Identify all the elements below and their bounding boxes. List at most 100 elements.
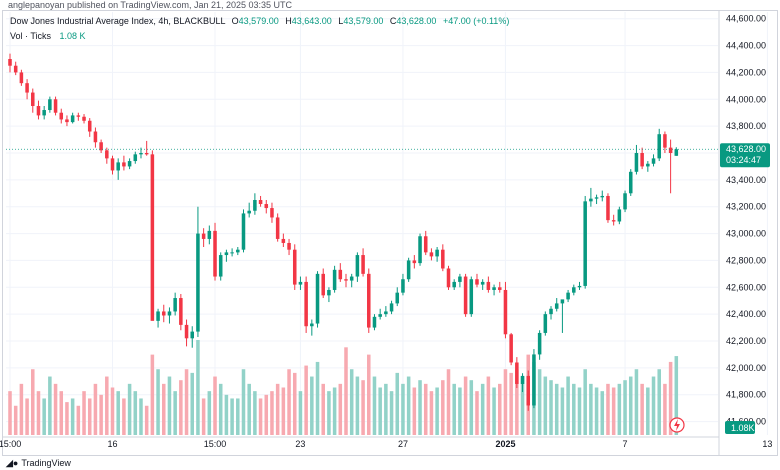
candle-body <box>560 299 565 304</box>
volume-bar <box>224 394 229 435</box>
volume-bar <box>48 376 52 435</box>
candle-body <box>99 142 103 151</box>
legend-o-label: O <box>231 16 239 26</box>
volume-bar <box>651 376 656 435</box>
price-axis[interactable]: 41,600.0041,800.0042,000.0042,200.0042,4… <box>718 10 766 456</box>
volume-bar <box>150 354 155 435</box>
candle-body <box>150 154 155 321</box>
candle-body <box>378 314 382 317</box>
volume-bar <box>76 405 81 435</box>
volume-bar <box>327 391 331 435</box>
volume-tag: 1.08K <box>725 421 755 434</box>
candle-body <box>446 268 451 288</box>
candle-body <box>589 198 593 202</box>
candle-body <box>674 149 679 156</box>
candle-body <box>543 314 548 333</box>
volume-bar <box>355 376 360 435</box>
tradingview-logo-icon[interactable]: ◢● <box>6 458 19 468</box>
candle-body <box>31 92 35 106</box>
volume-bar <box>253 391 257 435</box>
volume-bar <box>372 376 377 435</box>
price-tick-label: 43,000.00 <box>726 229 766 239</box>
candle-body <box>292 249 297 285</box>
volume-bar <box>389 391 394 435</box>
candle-body <box>144 153 149 155</box>
volume-bar <box>127 383 132 435</box>
volume-bar <box>520 376 525 435</box>
price-tick-label: 44,200.00 <box>726 67 766 77</box>
legend-l-value: 43,579.00 <box>343 16 384 26</box>
candle-body <box>623 193 627 210</box>
volume-tag-box <box>725 421 755 434</box>
volume-bar <box>42 398 46 435</box>
volume-bar <box>99 394 103 435</box>
volume-tag-value: 1.08K <box>731 423 755 433</box>
legend-volume-value: 1.08 K <box>59 31 86 41</box>
candle-body <box>515 362 519 384</box>
price-tick-label: 41,800.00 <box>726 390 766 400</box>
candle-body <box>361 255 365 274</box>
volume-bar <box>452 383 456 435</box>
volume-bar <box>640 383 644 435</box>
candle-body <box>469 279 474 315</box>
candle-body <box>526 375 531 406</box>
volume-bar <box>475 391 479 435</box>
candle-body <box>344 279 348 281</box>
candle-body <box>287 242 291 250</box>
candle-body <box>218 255 223 277</box>
candle-body <box>549 308 553 315</box>
volume-bar <box>213 376 217 435</box>
candle-body <box>657 134 661 159</box>
time-tick-label: 15:00 <box>0 439 21 449</box>
candle-body <box>646 163 650 167</box>
candle-body <box>435 249 439 257</box>
candle-body <box>617 209 622 222</box>
candle-body <box>463 276 468 315</box>
candle-body <box>355 255 360 277</box>
candle-body <box>577 285 582 288</box>
candle-body <box>628 171 633 194</box>
lightning-icon[interactable] <box>669 417 685 433</box>
candle-body <box>173 298 177 312</box>
time-tick-label: 23 <box>295 439 305 449</box>
volume-bar <box>583 369 587 435</box>
candle-body <box>184 324 189 339</box>
volume-bar <box>509 372 513 435</box>
candle-body <box>480 281 485 285</box>
candle-body <box>161 311 166 316</box>
volume-bar <box>8 391 12 435</box>
price-tag-price: 43,628.00 <box>726 144 766 154</box>
volume-bar <box>315 361 320 435</box>
volume-bar <box>31 369 35 435</box>
legend-c-label: C <box>389 16 397 26</box>
candle-body <box>327 289 331 296</box>
volume-bar <box>378 387 382 435</box>
candle-body <box>253 200 257 211</box>
volume-bar <box>201 398 206 435</box>
publisher-bar: anglepanoyan published on TradingView.co… <box>0 0 780 12</box>
candle-body <box>275 217 280 239</box>
candle-body <box>583 201 587 286</box>
volume-bar <box>566 376 570 435</box>
volume-bar <box>623 380 627 435</box>
time-tick-label: 27 <box>398 439 408 449</box>
footer-brand[interactable]: TradingView <box>21 458 71 468</box>
candle-body <box>594 197 599 199</box>
price-tick-label: 44,600.00 <box>726 14 766 24</box>
volume-bar <box>190 372 195 435</box>
volume-bar <box>292 372 297 435</box>
legend-o-value: 43,579.00 <box>238 16 279 26</box>
candle-body <box>321 273 325 296</box>
volume-bar <box>549 380 553 435</box>
candle-body <box>452 281 456 288</box>
time-tick-label: 15:00 <box>204 439 227 449</box>
legend-change: +47.00 (+0.11%) <box>442 16 510 26</box>
candle-body <box>372 316 377 328</box>
volume-bar <box>110 387 115 435</box>
price-tick-label: 44,400.00 <box>726 41 766 51</box>
price-tick-label: 42,200.00 <box>726 336 766 346</box>
volume-bar <box>87 398 92 435</box>
candle-body <box>663 134 667 148</box>
